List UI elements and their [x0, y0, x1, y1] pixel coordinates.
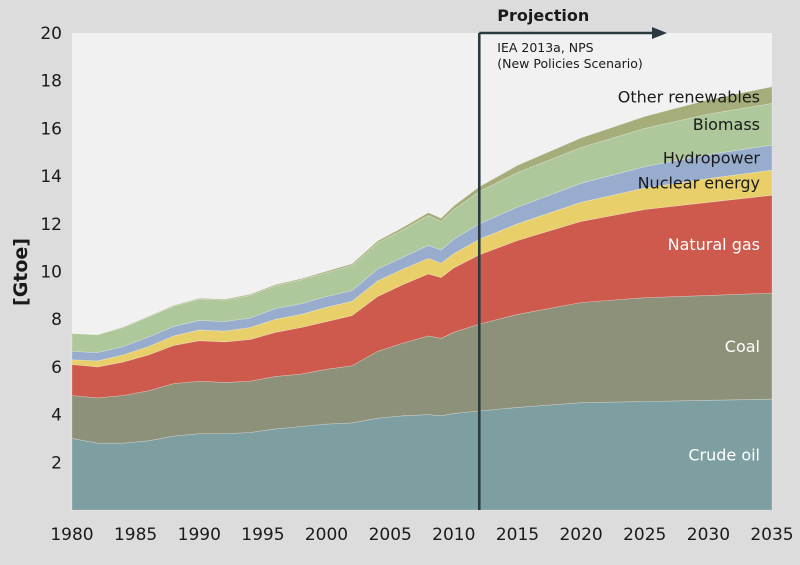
x-tick-label: 2010 — [432, 525, 475, 545]
y-tick-label: 12 — [40, 215, 62, 235]
y-axis-label: [Gtoe] — [10, 238, 32, 306]
projection-arrow-head — [652, 27, 667, 39]
label-crude-oil: Crude oil — [688, 446, 760, 465]
area-other-renewables — [71, 86, 773, 336]
area-biomass — [71, 103, 773, 353]
label-hydropower: Hydropower — [663, 149, 761, 168]
y-tick-label: 14 — [40, 167, 62, 187]
y-tick-label: 2 — [51, 453, 62, 473]
y-tick-label: 20 — [40, 24, 62, 44]
area-crude-oil — [71, 398, 773, 511]
x-tick-label: 2020 — [559, 525, 602, 545]
label-coal: Coal — [725, 337, 760, 356]
y-tick-label: 16 — [40, 119, 62, 139]
series-labels: Crude oil Coal Natural gas Nuclear energy Hy… — [618, 88, 761, 465]
label-other-renewables: Other renewables — [618, 88, 760, 107]
x-tick-label: 1990 — [178, 525, 221, 545]
projection-title: Projection — [497, 6, 589, 25]
x-tick-label: 2025 — [623, 525, 666, 545]
projection-marker: Projection IEA 2013a, NPS (New Policies … — [477, 6, 667, 510]
x-tick-label: 1985 — [114, 525, 157, 545]
x-tick-label: 2005 — [369, 525, 412, 545]
y-axis-ticks: 2 4 6 8 10 12 14 16 18 20 — [40, 24, 62, 473]
x-tick-label: 2035 — [750, 525, 793, 545]
x-tick-label: 1995 — [241, 525, 284, 545]
label-natural-gas: Natural gas — [668, 235, 760, 254]
label-nuclear-energy: Nuclear energy — [638, 174, 760, 193]
projection-scenario: (New Policies Scenario) — [497, 56, 643, 71]
y-tick-label: 10 — [40, 263, 62, 283]
x-tick-label: 2030 — [687, 525, 730, 545]
series-areas — [71, 86, 773, 511]
y-tick-label: 18 — [40, 72, 62, 92]
x-tick-label: 2000 — [305, 525, 348, 545]
x-tick-label: 1980 — [50, 525, 93, 545]
x-axis-ticks: 1980 1985 1990 1995 2000 2005 2010 2015 2020 2025… — [50, 525, 793, 545]
y-tick-label: 4 — [51, 406, 62, 426]
y-tick-label: 6 — [51, 358, 62, 378]
projection-source: IEA 2013a, NPS — [497, 40, 593, 55]
area-natural-gas — [71, 194, 773, 399]
label-biomass: Biomass — [693, 115, 760, 134]
x-tick-label: 2015 — [496, 525, 539, 545]
y-tick-label: 8 — [51, 310, 62, 330]
